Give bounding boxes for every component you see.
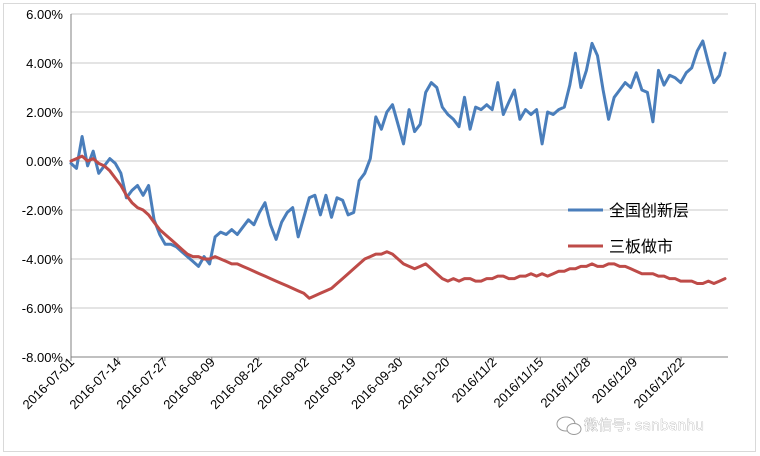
y-tick-label: 0.00% xyxy=(26,154,63,169)
y-tick-label: 2.00% xyxy=(26,105,63,120)
legend-label: 三板做市 xyxy=(609,237,673,256)
y-tick-label: -6.00% xyxy=(22,301,64,316)
y-tick-label: -2.00% xyxy=(22,203,64,218)
y-tick-label: -4.00% xyxy=(22,252,64,267)
x-axis-ticks: 2016-07-012016-07-142016-07-272016-08-09… xyxy=(19,355,687,413)
chart-frame xyxy=(3,3,756,452)
x-tick-label: 2016/11/28 xyxy=(537,355,593,411)
series-lines xyxy=(69,39,727,300)
wechat-icon xyxy=(556,416,582,435)
grid-lines xyxy=(70,13,728,358)
x-tick-label: 2016/12/22 xyxy=(631,355,688,412)
series-line xyxy=(69,154,727,300)
y-tick-label: -8.00% xyxy=(22,350,64,365)
watermark-text: 微信号: sanbanhu xyxy=(584,418,704,434)
series-line xyxy=(69,39,727,268)
watermark: 微信号: sanbanhu xyxy=(556,416,704,435)
legend-label: 全国创新层 xyxy=(609,201,689,220)
y-tick-label: 6.00% xyxy=(26,7,63,22)
y-tick-label: 4.00% xyxy=(26,56,63,71)
x-tick-label: 2016/11/15 xyxy=(490,355,546,411)
y-axis-ticks: 6.00% 4.00% 2.00% 0.00% -2.00% -4.00% -6.00% -8… xyxy=(22,7,64,365)
